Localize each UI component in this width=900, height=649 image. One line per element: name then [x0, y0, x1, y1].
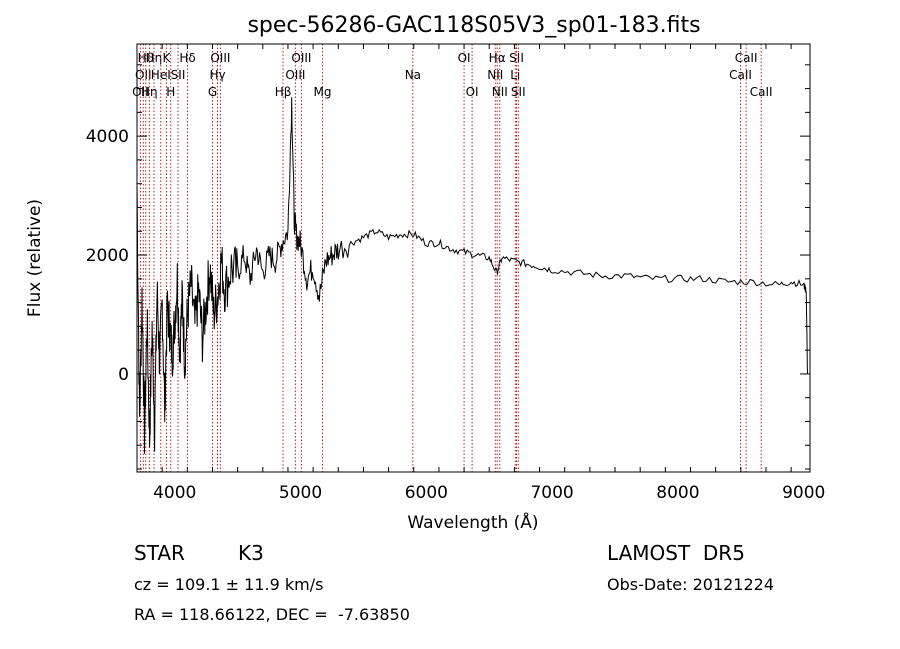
spectrum-line	[136, 97, 808, 454]
line-label-23: Li	[510, 68, 520, 82]
y-tick-label-2000: 2000	[86, 246, 129, 266]
line-label-16: Mg	[314, 85, 332, 99]
line-label-25: SII	[511, 85, 526, 99]
line-label-13: Hβ	[275, 85, 292, 99]
line-label-15: OIII	[291, 51, 311, 65]
line-label-17: Na	[405, 68, 421, 82]
line-label-5: HeI	[151, 68, 171, 82]
line-label-4: Hη	[146, 51, 163, 65]
y-axis-label: Flux (relative)	[25, 199, 45, 317]
line-label-18: OI	[458, 51, 471, 65]
line-label-9: Hδ	[179, 51, 195, 65]
x-tick-label-9000: 9000	[782, 483, 825, 503]
x-tick-label-8000: 8000	[656, 483, 699, 503]
line-label-21: Hα	[489, 51, 506, 65]
line-label-0: OII	[132, 85, 149, 99]
line-label-24: SII	[509, 51, 524, 65]
line-label-22: NII	[492, 85, 508, 99]
emission-line-markers: OIIOIIHθHηHηHeIKHSIIHδGHγOIIIHβOIIIOIIIM…	[132, 44, 773, 472]
y-tick-label-0: 0	[118, 365, 129, 385]
observation-date: Obs-Date: 20121224	[607, 575, 775, 594]
x-tick-label-5000: 5000	[279, 483, 322, 503]
x-tick-label-4000: 4000	[153, 483, 196, 503]
axis-ticks: 4000 5000 6000 7000 8000 9000 0 2000 4000	[86, 44, 825, 503]
line-label-1: OII	[135, 68, 152, 82]
line-label-20: NII	[487, 68, 503, 82]
object-subclass: K3	[238, 541, 264, 565]
x-tick-label-6000: 6000	[405, 483, 448, 503]
y-tick-label-4000: 4000	[86, 127, 129, 147]
line-label-28: CaII	[750, 85, 773, 99]
object-class: STAR	[134, 541, 185, 565]
line-label-8: SII	[171, 68, 186, 82]
redshift-velocity: cz = 109.1 ± 11.9 km/s	[134, 575, 324, 594]
plot-frame	[136, 43, 811, 473]
line-label-14: OIII	[285, 68, 305, 82]
line-label-26: CaII	[729, 68, 752, 82]
x-axis-label: Wavelength (Å)	[407, 511, 538, 533]
line-label-12: OIII	[210, 51, 230, 65]
line-label-10: G	[208, 85, 217, 99]
line-label-2: Hθ	[138, 51, 154, 65]
survey-label: LAMOST DR5	[607, 541, 745, 565]
spectrum-series	[136, 97, 808, 454]
line-label-19: OI	[466, 85, 479, 99]
line-label-3: Hη	[141, 85, 158, 99]
x-tick-label-7000: 7000	[530, 483, 573, 503]
line-label-7: H	[166, 85, 175, 99]
plot-border	[136, 43, 811, 473]
line-label-11: Hγ	[209, 68, 225, 82]
chart-title: spec-56286-GAC118S05V3_sp01-183.fits	[247, 13, 700, 38]
coordinates: RA = 118.66122, DEC = -7.63850	[134, 605, 410, 624]
line-label-27: CaII	[735, 51, 758, 65]
line-label-6: K	[162, 51, 171, 65]
